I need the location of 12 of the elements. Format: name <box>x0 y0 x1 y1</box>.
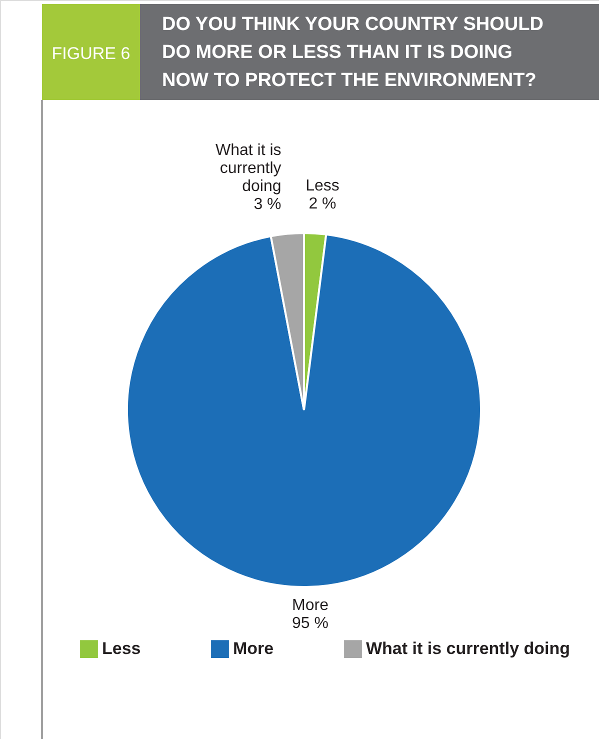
slice-label: More <box>292 596 329 614</box>
data-label: 2 % <box>308 195 336 212</box>
data-label: 95 % <box>292 614 328 632</box>
chart-title: DO YOU THINK YOUR COUNTRY SHOULD DO MORE OR LESS THAN IT IS DOING NOW TO PROTECT THE ENVIRONMENT? <box>162 14 544 91</box>
legend-label: What it is currently doing <box>366 639 570 658</box>
legend-label: More <box>233 639 274 658</box>
legend-label: Less <box>102 639 141 658</box>
slice-label: What it is currently doing <box>215 142 282 195</box>
caption: FIGURE 6 <box>52 44 130 63</box>
pie-slice <box>126 233 482 588</box>
slice-label: Less <box>306 177 340 194</box>
data-label: 3 % <box>254 196 282 213</box>
